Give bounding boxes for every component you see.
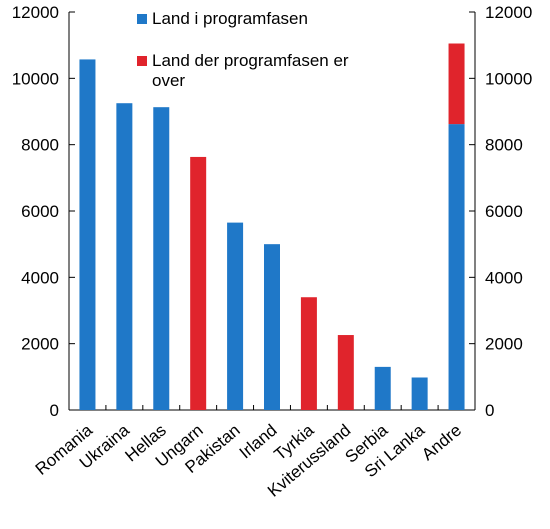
bar-sri-lanka-series-1: [411, 377, 428, 410]
bar-ungarn-series-2: [190, 156, 207, 410]
bar-kviterussland-series-2: [337, 335, 354, 410]
bar-serbia-series-1: [374, 366, 391, 410]
legend-label: over: [152, 71, 185, 90]
right-y-tick-label: 10000: [485, 69, 532, 88]
right-y-tick-label: 6000: [485, 202, 523, 221]
legend-swatch: [137, 56, 147, 66]
left-y-tick-label: 0: [50, 401, 59, 420]
bar-pakistan-series-1: [227, 222, 244, 410]
tick-labels: 0 0 2000 2000 4000 4000 6000 6000 8000 8000 10000 1…: [12, 3, 533, 420]
bar-andre-series-1: [448, 124, 465, 410]
legend: Land i programfasen Land der programfasen…: [137, 9, 349, 90]
right-y-tick-label: 12000: [485, 3, 532, 22]
left-y-tick-label: 12000: [12, 3, 59, 22]
bar-tyrkia-series-2: [300, 297, 317, 410]
left-y-tick-label: 2000: [21, 335, 59, 354]
bar-andre-series-2: [448, 43, 465, 125]
right-y-tick-label: 8000: [485, 136, 523, 155]
category-labels: RomaniaUkrainaHellasUngarnPakistanIrland…: [32, 420, 465, 501]
category-label: Andre: [418, 421, 465, 465]
left-y-tick-label: 10000: [12, 69, 59, 88]
category-label: Irland: [236, 421, 281, 463]
left-y-tick-label: 8000: [21, 136, 59, 155]
bar-romania-series-1: [79, 59, 96, 410]
legend-swatch: [137, 14, 147, 24]
bars: [79, 43, 465, 411]
right-y-tick-label: 0: [485, 401, 494, 420]
left-y-tick-label: 6000: [21, 202, 59, 221]
bar-irland-series-1: [264, 244, 280, 410]
legend-label: Land der programfasen er: [152, 51, 349, 70]
bar-ukraina-series-1: [116, 103, 133, 410]
right-y-tick-label: 4000: [485, 268, 523, 287]
legend-label: Land i programfasen: [152, 9, 308, 28]
bar-hellas-series-1: [153, 107, 170, 411]
left-y-tick-label: 4000: [21, 268, 59, 287]
right-y-tick-label: 2000: [485, 335, 523, 354]
